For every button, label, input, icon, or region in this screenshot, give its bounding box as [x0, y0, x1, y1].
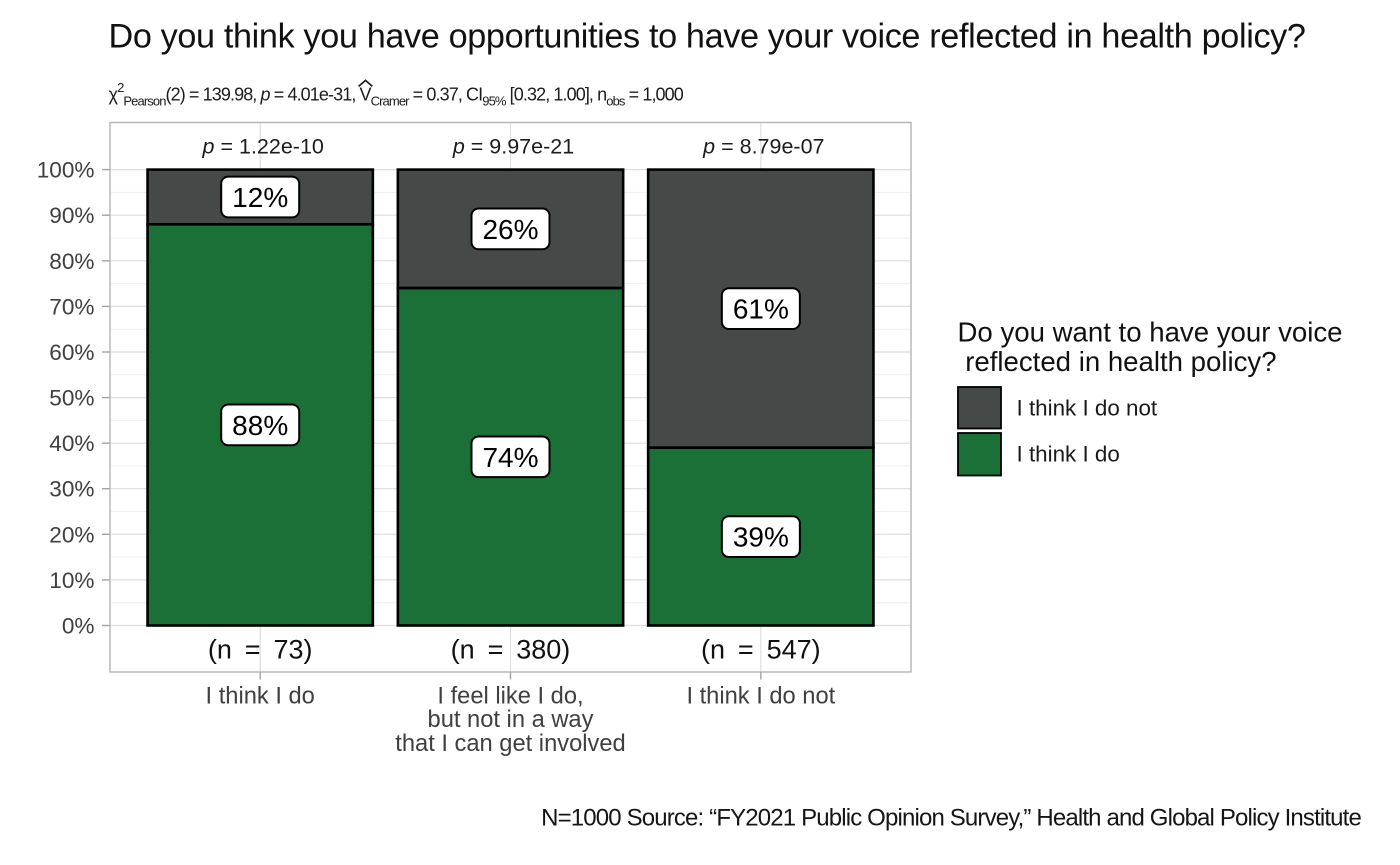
svg-text:60%: 60%	[49, 340, 94, 365]
svg-text:39%: 39%	[733, 522, 789, 553]
svg-text:p = 1.22e-10: p = 1.22e-10	[202, 135, 324, 159]
svg-text:10%: 10%	[49, 568, 94, 593]
svg-text:50%: 50%	[49, 386, 94, 411]
svg-text:I think I do: I think I do	[206, 684, 315, 710]
svg-text:80%: 80%	[49, 249, 94, 274]
svg-text:N=1000 Source: “FY2021 Public: N=1000 Source: “FY2021 Public Opinion Su…	[541, 805, 1361, 832]
svg-text:74%: 74%	[482, 442, 538, 473]
svg-text:p = 8.79e-07: p = 8.79e-07	[702, 135, 824, 159]
svg-text:p = 9.97e-21: p = 9.97e-21	[452, 135, 574, 159]
svg-text:reflected in health policy?: reflected in health policy?	[965, 346, 1276, 377]
svg-text:(n = 547): (n = 547)	[701, 635, 821, 665]
svg-text:Do you want to have your voice: Do you want to have your voice	[958, 317, 1343, 348]
svg-text:(n = 380): (n = 380)	[451, 635, 571, 665]
svg-text:I think I do not: I think I do not	[1017, 396, 1158, 421]
svg-text:but not in a way: but not in a way	[428, 707, 594, 733]
svg-text:that I can get involved: that I can get involved	[395, 731, 625, 757]
svg-text:90%: 90%	[49, 203, 94, 228]
svg-text:70%: 70%	[49, 294, 94, 319]
svg-text:26%: 26%	[482, 214, 538, 245]
svg-text:0%: 0%	[62, 614, 95, 639]
svg-text:(n = 73): (n = 73)	[208, 635, 313, 665]
svg-text:I think I do: I think I do	[1017, 442, 1120, 467]
svg-text:20%: 20%	[49, 522, 94, 547]
svg-text:Do you think you have opportun: Do you think you have opportunities to h…	[109, 18, 1306, 56]
svg-text:I feel like I do,: I feel like I do,	[437, 684, 583, 710]
svg-text:χ2Pearson(2) = 139.98, p = 4.0: χ2Pearson(2) = 139.98, p = 4.01e-31, VCr…	[109, 80, 684, 109]
svg-text:12%: 12%	[232, 182, 288, 213]
svg-text:88%: 88%	[232, 410, 288, 441]
svg-text:61%: 61%	[733, 294, 789, 325]
svg-text:40%: 40%	[49, 431, 94, 456]
svg-text:30%: 30%	[49, 477, 94, 502]
svg-text:I think I do not: I think I do not	[686, 684, 835, 710]
svg-text:100%: 100%	[37, 158, 95, 183]
